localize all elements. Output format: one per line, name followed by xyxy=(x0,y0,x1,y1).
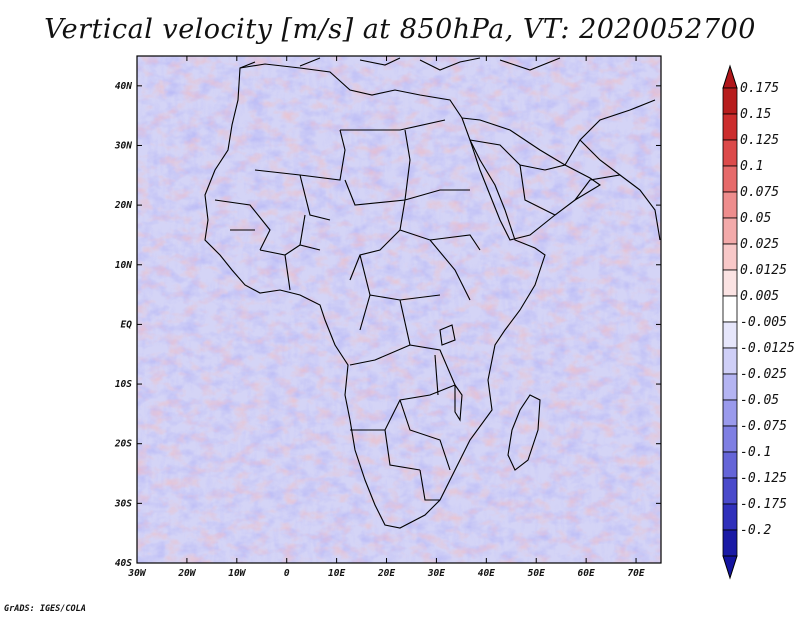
colorbar-label: -0.1 xyxy=(740,445,771,460)
plot-frame xyxy=(136,55,662,564)
lon-tick-label: 20E xyxy=(377,568,395,579)
colorbar-label: -0.05 xyxy=(740,393,779,408)
colorbar-label: 0.075 xyxy=(740,185,779,200)
africa-coastline xyxy=(204,63,546,529)
colorbar-label: 0.15 xyxy=(740,107,771,122)
colorbar-label: -0.0125 xyxy=(740,341,795,356)
lat-tick-label: 20N xyxy=(114,200,132,211)
lat-tick-label: 10S xyxy=(115,379,132,390)
colorbar-label: 0.05 xyxy=(740,211,771,226)
colorbar-swatch xyxy=(722,347,738,375)
colorbar-label: 0.0125 xyxy=(740,263,787,278)
lon-tick-label: 0 xyxy=(284,568,290,579)
lon-tick-label: 20W xyxy=(177,568,196,579)
grads-credit: GrADS: IGES/COLA xyxy=(4,604,86,614)
colorbar-label: 0.175 xyxy=(740,81,779,96)
madagascar-coastline xyxy=(507,394,541,471)
colorbar-swatch xyxy=(722,321,738,349)
lon-tick-label: 70E xyxy=(627,568,644,579)
lon-tick-label: 10E xyxy=(328,568,345,579)
lon-tick-label: 30E xyxy=(427,568,445,579)
colorbar-label: 0.1 xyxy=(740,159,763,174)
lat-tick-label: 30N xyxy=(114,140,132,151)
map-title: Vertical velocity [m/s] at 850hPa, VT: 2… xyxy=(44,14,756,45)
lon-tick-label: 60E xyxy=(578,568,595,579)
colorbar-swatch xyxy=(722,217,738,245)
colorbar: 0.175 0.15 0.125 0.1 0.075 0.05 0.025 0.0125 0.0… xyxy=(722,64,795,580)
colorbar-swatch xyxy=(722,87,738,115)
colorbar-top-arrow xyxy=(722,64,738,89)
colorbar-bottom-arrow xyxy=(722,555,738,580)
colorbar-label: -0.175 xyxy=(740,497,787,512)
lon-tick-label: 40E xyxy=(478,568,495,579)
colorbar-label: -0.025 xyxy=(740,367,787,382)
latitude-axis: 40N 30N 20N 10N EQ 10S 20S 30S 40S xyxy=(114,81,661,569)
colorbar-swatch xyxy=(722,295,738,323)
lat-tick-label: 10N xyxy=(115,260,132,271)
lat-tick-label: 40S xyxy=(115,558,132,569)
colorbar-swatch xyxy=(722,191,738,219)
lat-tick-label: 40N xyxy=(115,81,132,92)
colorbar-swatch xyxy=(722,425,738,453)
lon-tick-label: 30W xyxy=(127,568,146,579)
colorbar-label: -0.2 xyxy=(740,523,771,538)
colorbar-swatch xyxy=(722,451,738,479)
colorbar-label: 0.025 xyxy=(740,237,779,252)
velocity-field xyxy=(137,56,661,563)
lakes xyxy=(434,324,463,422)
lat-tick-label: 30S xyxy=(114,498,132,509)
lon-tick-label: 10W xyxy=(228,568,246,579)
longitude-axis: 30W 20W 10W 0 10E 20E 30E 40E 50E 60E 70E xyxy=(127,56,645,579)
europe-coastline xyxy=(239,57,561,71)
colorbar-swatch xyxy=(722,269,738,297)
lat-tick-label: EQ xyxy=(121,319,133,330)
colorbar-label: 0.125 xyxy=(740,133,779,148)
lat-tick-label: 20S xyxy=(114,439,132,450)
middle-east-borders xyxy=(469,99,656,216)
colorbar-label: -0.005 xyxy=(740,315,787,330)
lon-tick-label: 50E xyxy=(528,568,545,579)
colorbar-swatch xyxy=(722,399,738,427)
colorbar-swatch xyxy=(722,503,738,531)
coastlines-and-borders xyxy=(204,57,661,529)
colorbar-swatch xyxy=(722,373,738,401)
colorbar-swatch xyxy=(722,139,738,167)
colorbar-swatch xyxy=(722,477,738,505)
colorbar-label: -0.125 xyxy=(740,471,787,486)
colorbar-swatch xyxy=(722,113,738,141)
country-borders xyxy=(214,119,481,501)
colorbar-swatch xyxy=(722,529,738,557)
colorbar-label: -0.075 xyxy=(740,419,787,434)
colorbar-label: 0.005 xyxy=(740,289,779,304)
colorbar-swatch xyxy=(722,243,738,271)
asia-coastline xyxy=(574,174,661,241)
colorbar-swatch xyxy=(722,165,738,193)
